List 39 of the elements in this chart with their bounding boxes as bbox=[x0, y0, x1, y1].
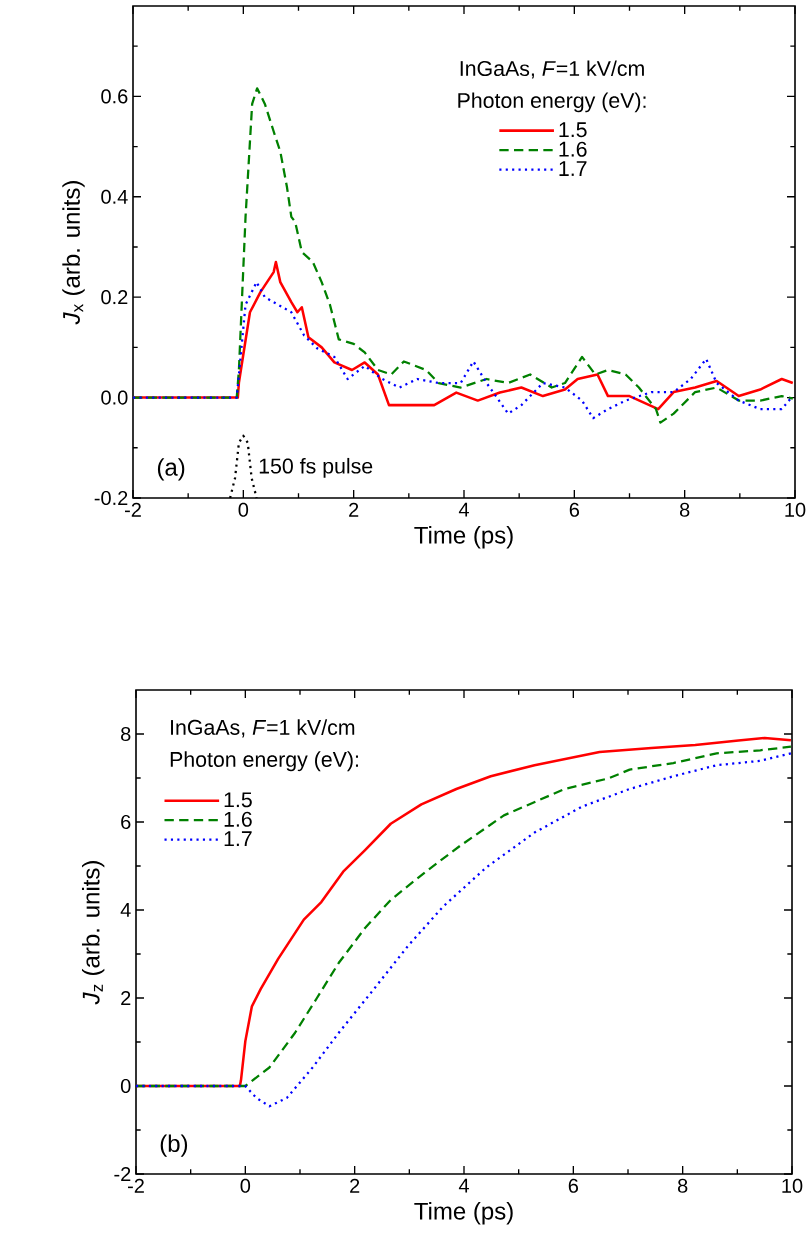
y-tick-label: 0.6 bbox=[101, 89, 128, 104]
line-series bbox=[131, 280, 794, 420]
annotation: InGaAs, F=1 kV/cm bbox=[171, 719, 355, 738]
y-tick-label: 0.4 bbox=[101, 189, 128, 204]
x-tick-label: 0 bbox=[238, 502, 249, 517]
y-tick-label: 8 bbox=[121, 726, 131, 742]
legend-label: 1.7 bbox=[224, 831, 252, 846]
legend-label: 1.5 bbox=[559, 122, 587, 138]
y-tick-label: 0.0 bbox=[101, 390, 128, 405]
x-tick-label: 0 bbox=[240, 1178, 251, 1193]
y-tick-label: 4 bbox=[120, 903, 131, 917]
x-tick-label: 2 bbox=[349, 502, 359, 517]
y-tick-label: 0 bbox=[120, 1078, 131, 1094]
legend-title: Photon energy (eV): bbox=[458, 92, 646, 113]
y-axis-title: J$_{z}$ (arb. units) bbox=[81, 861, 105, 1005]
annotation: InGaAs, F=1 kV/cm bbox=[460, 60, 644, 79]
legend-label: 1.5 bbox=[224, 792, 252, 808]
x-tick-label: 10 bbox=[785, 502, 806, 517]
y-tick-label: 6 bbox=[121, 814, 131, 830]
legend-label: 1.6 bbox=[224, 811, 252, 827]
annotation: (a) bbox=[157, 458, 185, 481]
x-tick-label: 8 bbox=[677, 1178, 688, 1193]
x-tick-label: 6 bbox=[568, 1178, 579, 1193]
x-tick-label: 2 bbox=[350, 1178, 360, 1193]
annotation: 150 fs pulse bbox=[259, 457, 373, 478]
x-tick-label: 4 bbox=[458, 1178, 469, 1193]
x-tick-label: 8 bbox=[679, 502, 690, 517]
y-tick-label: 2 bbox=[121, 991, 131, 1005]
x-tick-label: 6 bbox=[569, 502, 580, 517]
x-axis-title: Time (ps) bbox=[414, 526, 513, 549]
x-tick-label: 10 bbox=[782, 1178, 803, 1193]
legend-title: Photon energy (eV): bbox=[170, 751, 358, 772]
legend-label: 1.6 bbox=[559, 141, 587, 157]
legend-label: 1.7 bbox=[559, 161, 587, 176]
x-axis-title: Time (ps) bbox=[414, 1202, 513, 1225]
annotation: (b) bbox=[160, 1134, 188, 1157]
x-tick-label: 4 bbox=[458, 502, 469, 517]
y-axis-title: J$_{x}$ (arb. units) bbox=[62, 181, 85, 325]
y-tick-label: 0.2 bbox=[101, 290, 128, 305]
